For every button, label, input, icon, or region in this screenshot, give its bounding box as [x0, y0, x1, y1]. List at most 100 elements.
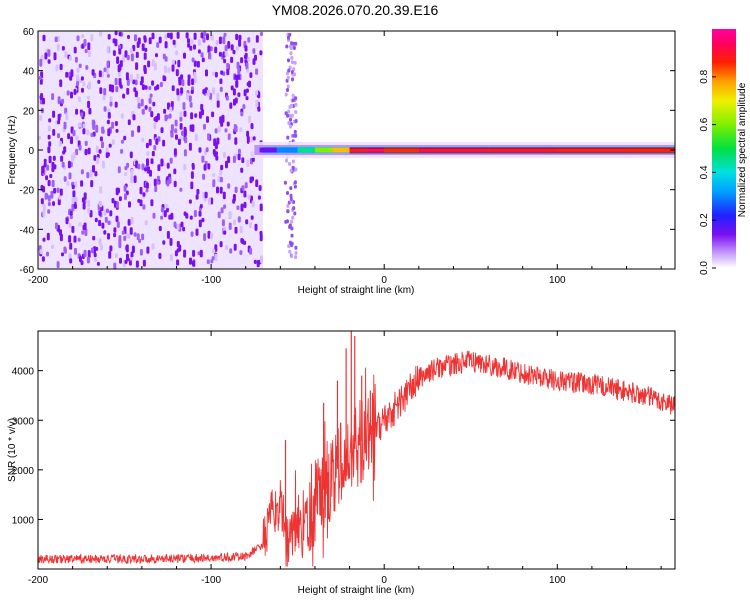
spectrogram-noise-cell	[187, 42, 191, 48]
spectrogram-noise-cell	[176, 88, 180, 96]
spectrogram-noise-cell	[136, 73, 140, 79]
spectrogram-noise-cell	[290, 254, 294, 259]
spectrogram-noise-cell	[223, 230, 227, 235]
spectrogram-noise-cell	[129, 74, 133, 82]
spectrogram-noise-cell	[90, 34, 94, 42]
spectrogram-noise-cell	[41, 165, 45, 174]
spectrogram-noise-cell	[146, 246, 150, 254]
spectrogram-noise-cell	[61, 46, 65, 51]
spectrogram-noise-cell	[72, 151, 76, 159]
spectrogram-noise-cell	[251, 176, 254, 182]
spectrogram-noise-cell	[193, 44, 196, 50]
spectrogram-noise-cell	[151, 80, 155, 86]
spectrogram-noise-cell	[198, 219, 202, 228]
spectrogram-noise-cell	[75, 108, 79, 115]
spectrogram-noise-cell	[74, 56, 78, 63]
spectrogram-noise-cell	[69, 215, 73, 220]
spectrogram-noise-cell	[290, 41, 294, 46]
spectrogram-noise-cell	[101, 71, 105, 78]
spectrogram-noise-cell	[83, 249, 87, 258]
spectrogram-noise-cell	[70, 91, 73, 99]
spectrogram-noise-cell	[118, 241, 122, 249]
spectrogram-noise-cell	[127, 233, 131, 239]
spectrogram-noise-cell	[214, 46, 218, 54]
spectrogram-noise-cell	[115, 187, 119, 196]
spectrogram-noise-cell	[63, 121, 67, 130]
spectrogram-noise-cell	[137, 37, 141, 45]
spectrogram-noise-cell	[208, 51, 211, 60]
spectrogram-noise-cell	[214, 253, 218, 262]
spectrogram-noise-cell	[135, 62, 139, 70]
spectrogram-noise-cell	[145, 142, 149, 149]
colorbar-tick-label: 0.0	[699, 261, 710, 275]
spectrogram-noise-cell	[187, 78, 191, 86]
spectrogram-noise-cell	[219, 78, 223, 85]
spectrogram-noise-cell	[292, 133, 296, 138]
spectrogram-noise-cell	[86, 95, 90, 100]
spectrogram-noise-cell	[114, 121, 118, 126]
spectrogram-noise-cell	[164, 56, 168, 62]
snr-y-tick-label: 3000	[12, 416, 35, 427]
spectrogram-noise-cell	[245, 88, 249, 93]
spectrogram-line-point	[259, 147, 277, 153]
spectrogram-noise-cell	[149, 93, 153, 98]
spectrogram-noise-cell	[151, 150, 155, 157]
spectrogram-noise-cell	[184, 136, 188, 144]
spectrogram-noise-cell	[174, 250, 178, 257]
spectrogram-noise-cell	[245, 62, 249, 70]
spectrogram-noise-cell	[71, 184, 75, 190]
spectrogram-noise-cell	[57, 133, 60, 139]
spectrogram-noise-cell	[70, 69, 74, 77]
spectrogram-noise-cell	[118, 48, 122, 55]
spectrogram-y-tick-label: 60	[23, 27, 35, 38]
spectrogram-noise-cell	[87, 100, 91, 109]
spectrogram-noise-cell	[131, 130, 134, 137]
spectrogram-noise-cell	[235, 33, 239, 41]
snr-x-tick-label: 0	[381, 575, 387, 586]
spectrogram-noise-cell	[176, 240, 180, 248]
spectrogram-noise-cell	[83, 39, 87, 47]
spectrogram-noise-cell	[219, 186, 223, 194]
spectrogram-noise-cell	[189, 45, 193, 51]
spectrogram-noise-cell	[38, 135, 41, 140]
spectrogram-noise-cell	[57, 113, 61, 121]
spectrogram-noise-cell	[199, 204, 203, 209]
snr-x-tick-label: -200	[28, 575, 48, 586]
spectrogram-noise-cell	[246, 136, 250, 144]
spectrogram-noise-cell	[283, 180, 287, 185]
spectrogram-noise-cell	[119, 84, 123, 89]
spectrogram-noise-cell	[93, 155, 97, 161]
spectrogram-noise-cell	[205, 147, 209, 153]
spectrogram-noise-cell	[250, 136, 254, 143]
spectrogram-noise-cell	[87, 207, 91, 214]
spectrogram-noise-cell	[152, 212, 156, 219]
spectrogram-noise-cell	[216, 186, 219, 194]
spectrogram-noise-cell	[74, 247, 77, 255]
spectrogram-noise-cell	[191, 124, 195, 132]
spectrogram-noise-cell	[174, 119, 178, 127]
spectrogram-noise-cell	[56, 43, 60, 51]
spectrogram-noise-cell	[94, 217, 98, 223]
spectrogram-noise-cell	[141, 43, 145, 51]
spectrogram-noise-cell	[51, 179, 55, 188]
spectrogram-noise-cell	[212, 71, 215, 76]
spectrogram-noise-cell	[59, 79, 63, 87]
spectrogram-noise-cell	[292, 46, 296, 50]
spectrogram-noise-cell	[169, 157, 173, 164]
spectrogram-noise-cell	[80, 180, 84, 187]
spectrogram-noise-cell	[168, 176, 172, 184]
spectrogram-noise-cell	[67, 160, 71, 169]
spectrogram-noise-cell	[287, 244, 291, 249]
spectrogram-noise-cell	[249, 247, 253, 255]
spectrogram-noise-cell	[173, 221, 177, 228]
spectrogram-line-point	[332, 147, 350, 153]
spectrogram-noise-cell	[114, 77, 118, 86]
spectrogram-noise-cell	[99, 87, 103, 94]
spectrogram-noise-cell	[106, 73, 110, 78]
spectrogram-noise-cell	[145, 182, 149, 189]
spectrogram-noise-cell	[293, 180, 297, 185]
spectrogram-noise-cell	[68, 222, 72, 228]
spectrogram-noise-cell	[183, 164, 187, 171]
spectrogram-noise-cell	[243, 89, 247, 97]
spectrogram-noise-cell	[230, 44, 234, 51]
